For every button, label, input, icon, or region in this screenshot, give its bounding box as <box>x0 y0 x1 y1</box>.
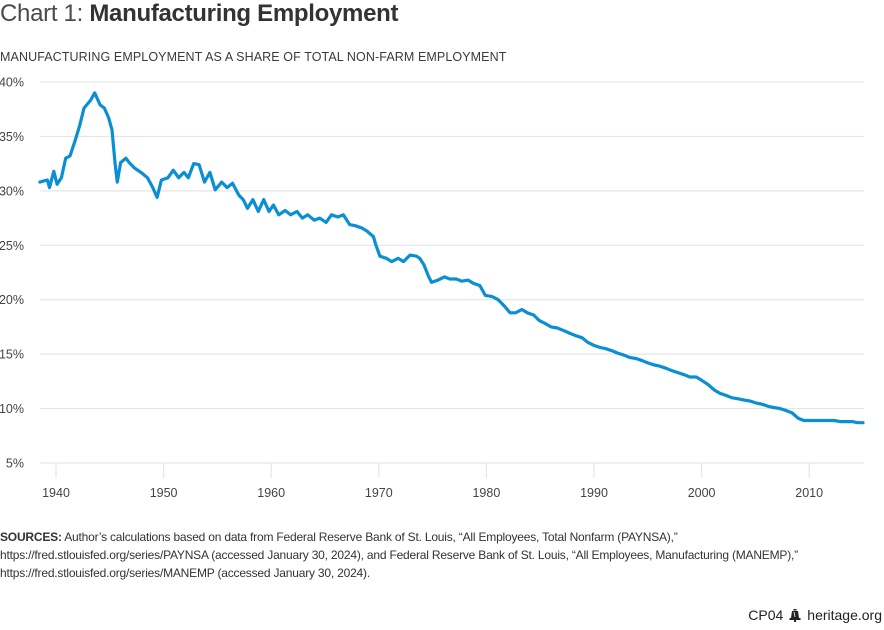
x-tick-label: 1950 <box>150 486 178 500</box>
sources-note: SOURCES: Author’s calculations based on … <box>0 528 870 582</box>
chart-title-main: Manufacturing Employment <box>89 0 399 27</box>
y-tick-label: 30% <box>0 184 24 198</box>
liberty-bell-icon <box>789 608 801 622</box>
y-tick-label: 15% <box>0 348 24 362</box>
chart-title: Chart 1: Manufacturing Employment <box>0 0 398 28</box>
y-tick-label: 35% <box>0 130 24 144</box>
series-group <box>38 91 865 425</box>
sources-label: SOURCES: <box>0 530 62 544</box>
x-tick-label: 1940 <box>42 486 70 500</box>
chart-title-prefix: Chart 1: <box>0 0 83 27</box>
footer-branding: CP04 heritage.org <box>748 607 882 623</box>
y-tick-label: 20% <box>0 293 24 307</box>
series-line-0 <box>38 91 865 425</box>
gridlines <box>40 81 864 464</box>
x-tick-label: 2010 <box>795 486 823 500</box>
y-tick-label: 40% <box>0 76 24 90</box>
line-chart: 5% 10% 15% 20% 25% 30% 35% 40% 1940 1950 1960 1970… <box>0 76 865 500</box>
x-tick-label: 2000 <box>688 486 716 500</box>
chart-code: CP04 <box>748 607 784 623</box>
y-axis: 5% 10% 15% 20% 25% 30% 35% 40% <box>0 76 24 471</box>
x-tick-label: 1970 <box>365 486 393 500</box>
x-axis: 1940 1950 1960 1970 1980 1990 2000 2010 <box>42 463 823 500</box>
y-tick-label: 10% <box>0 402 24 416</box>
x-tick-label: 1990 <box>580 486 608 500</box>
chart-subtitle: MANUFACTURING EMPLOYMENT AS A SHARE OF T… <box>0 50 507 64</box>
x-tick-label: 1980 <box>472 486 500 500</box>
y-tick-label: 5% <box>6 457 24 471</box>
x-tick-label: 1960 <box>257 486 285 500</box>
y-tick-label: 25% <box>0 239 24 253</box>
sources-text: Author’s calculations based on data from… <box>0 530 798 580</box>
site-link[interactable]: heritage.org <box>807 607 882 623</box>
